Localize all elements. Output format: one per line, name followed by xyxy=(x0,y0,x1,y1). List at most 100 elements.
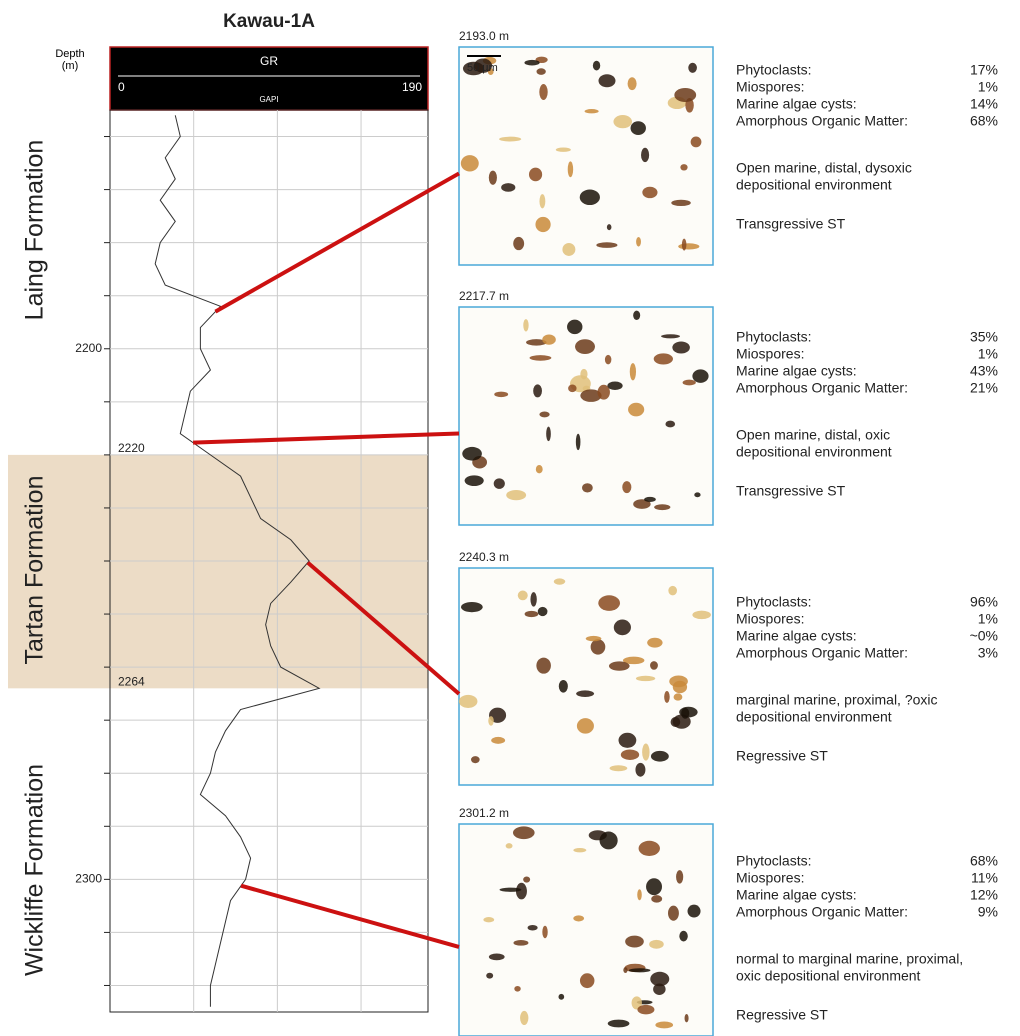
figure: Kawau-1A GR GAPI Depth (m) 2200230001902… xyxy=(0,0,1020,1036)
particle xyxy=(591,639,606,654)
particle xyxy=(682,239,687,251)
particle xyxy=(573,915,584,921)
component-name: Phytoclasts: xyxy=(736,62,811,78)
particle xyxy=(637,1005,654,1015)
particle xyxy=(600,832,618,850)
particle xyxy=(585,109,599,113)
sample-depth: 2240.3 m xyxy=(459,550,509,564)
particle xyxy=(630,363,636,380)
particle xyxy=(459,695,478,708)
particle xyxy=(524,60,539,66)
particle xyxy=(680,164,687,170)
particle xyxy=(607,382,622,391)
title: Kawau-1A xyxy=(223,11,315,32)
component-value: 21% xyxy=(970,380,998,396)
particle xyxy=(622,481,631,493)
particle xyxy=(610,765,628,771)
environment: depositional environment xyxy=(736,709,892,725)
component-value: ~0% xyxy=(970,628,998,644)
particle xyxy=(613,115,632,128)
particle xyxy=(582,483,593,492)
particle xyxy=(607,224,612,230)
particle xyxy=(554,578,565,584)
formation-name: Laing Formation xyxy=(21,140,49,321)
particle xyxy=(577,718,594,734)
particle xyxy=(536,658,551,674)
particle xyxy=(623,967,627,973)
environment: Open marine, distal, oxic xyxy=(736,427,890,443)
particle xyxy=(514,986,520,992)
particle xyxy=(586,636,602,641)
environment: depositional environment xyxy=(736,444,892,460)
systems-tract: Transgressive ST xyxy=(736,483,846,499)
particle xyxy=(637,889,642,900)
sample-depth: 2217.7 m xyxy=(459,289,509,303)
component-value: 68% xyxy=(970,853,998,869)
particle xyxy=(621,750,639,760)
particle xyxy=(679,931,687,942)
particle xyxy=(580,189,600,205)
component-value: 11% xyxy=(971,870,998,886)
particle xyxy=(668,586,677,596)
component-value: 68% xyxy=(970,113,998,129)
particle xyxy=(542,926,547,938)
curve-unit: GAPI xyxy=(259,95,278,104)
component-name: Phytoclasts: xyxy=(736,594,811,610)
particle xyxy=(644,497,656,502)
particle xyxy=(661,334,680,338)
environment: depositional environment xyxy=(736,177,892,193)
component-name: Amorphous Organic Matter: xyxy=(736,904,908,920)
particle xyxy=(523,877,530,883)
component-name: Marine algae cysts: xyxy=(736,96,857,112)
particle xyxy=(649,940,664,949)
environment: Open marine, distal, dysoxic xyxy=(736,160,912,176)
particle xyxy=(625,936,644,948)
scale-label: 50 µm xyxy=(467,62,498,74)
particle xyxy=(568,161,573,177)
particle xyxy=(513,940,528,946)
particle xyxy=(642,744,649,761)
particle xyxy=(596,242,617,248)
component-value: 14% xyxy=(970,96,998,112)
component-value: 43% xyxy=(970,363,998,379)
particle xyxy=(636,237,641,247)
particle xyxy=(653,983,665,994)
particle xyxy=(483,917,494,922)
particle xyxy=(664,691,670,703)
particle xyxy=(674,88,696,102)
particle xyxy=(491,737,505,744)
particle xyxy=(568,385,576,393)
particle xyxy=(506,490,526,500)
sample-depth: 2193.0 m xyxy=(459,29,509,43)
particle xyxy=(559,680,568,693)
micrograph xyxy=(459,47,713,265)
particle xyxy=(668,906,679,921)
particle xyxy=(608,1020,630,1028)
particle xyxy=(681,708,689,719)
component-name: Miospores: xyxy=(736,346,804,362)
systems-tract: Regressive ST xyxy=(736,748,828,764)
particle xyxy=(461,155,479,171)
component-value: 17% xyxy=(970,62,998,78)
particle xyxy=(671,200,691,206)
particle xyxy=(562,243,575,256)
environment: normal to marginal marine, proximal, xyxy=(736,951,963,967)
particle xyxy=(619,733,637,748)
particle xyxy=(528,925,538,930)
particle xyxy=(535,217,550,232)
component-name: Miospores: xyxy=(736,870,804,886)
particle xyxy=(546,427,551,441)
particle xyxy=(542,335,556,345)
particle xyxy=(641,148,649,162)
component-value: 12% xyxy=(970,887,998,903)
particle xyxy=(691,137,702,148)
particle xyxy=(671,717,681,727)
particle xyxy=(513,826,535,839)
depth-label: Depth (m) xyxy=(50,48,90,72)
particle xyxy=(518,591,528,601)
particle xyxy=(647,638,662,648)
particle xyxy=(520,1011,528,1025)
component-name: Amorphous Organic Matter: xyxy=(736,645,908,661)
particle xyxy=(665,421,675,428)
particle xyxy=(593,61,600,71)
